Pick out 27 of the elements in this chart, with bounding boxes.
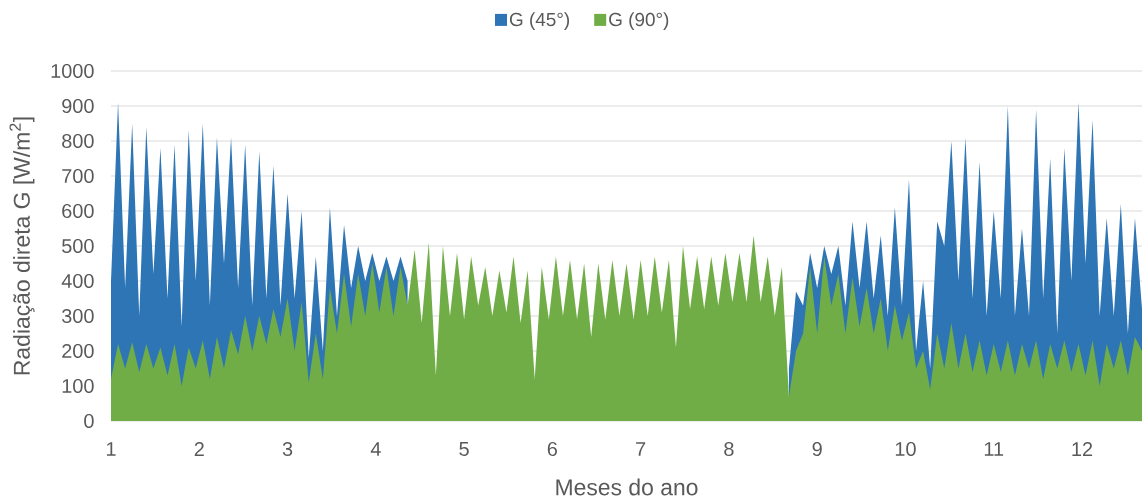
x-tick-label: 11 bbox=[984, 442, 1004, 456]
y-tick-label: 900 bbox=[62, 98, 94, 114]
x-tick-label: 8 bbox=[724, 441, 734, 457]
y-tick-label: 100 bbox=[62, 378, 94, 394]
legend-label: G (45°) bbox=[509, 12, 570, 30]
x-tick-label: 3 bbox=[282, 441, 293, 457]
legend-label: G (90°) bbox=[609, 12, 669, 30]
x-tick-label: 7 bbox=[636, 442, 646, 456]
x-axis-title: Meses do ano bbox=[556, 478, 698, 496]
x-tick-label: 5 bbox=[459, 442, 469, 456]
x-tick-label: 4 bbox=[370, 442, 381, 456]
y-tick-label: 300 bbox=[62, 308, 94, 324]
x-tick-label: 1 bbox=[106, 442, 116, 456]
x-tick-label: 6 bbox=[547, 441, 558, 457]
y-tick-label: 200 bbox=[62, 343, 94, 359]
y-tick-label: 600 bbox=[62, 203, 94, 219]
y-tick-label: 0 bbox=[84, 413, 94, 429]
x-tick-label: 12 bbox=[1072, 442, 1093, 456]
y-tick-label: 400 bbox=[61, 273, 94, 289]
y-axis-title: Radiação direta G [W/m$^{2}$] bbox=[9, 117, 35, 375]
x-tick-label: 10 bbox=[895, 441, 916, 457]
y-tick-label: 1000 bbox=[51, 63, 94, 79]
x-tick-label: 2 bbox=[194, 442, 204, 456]
y-tick-label: 700 bbox=[62, 168, 94, 184]
y-tick-label: 500 bbox=[62, 238, 94, 254]
x-tick-label: 9 bbox=[812, 441, 822, 457]
y-tick-label: 800 bbox=[62, 133, 94, 149]
